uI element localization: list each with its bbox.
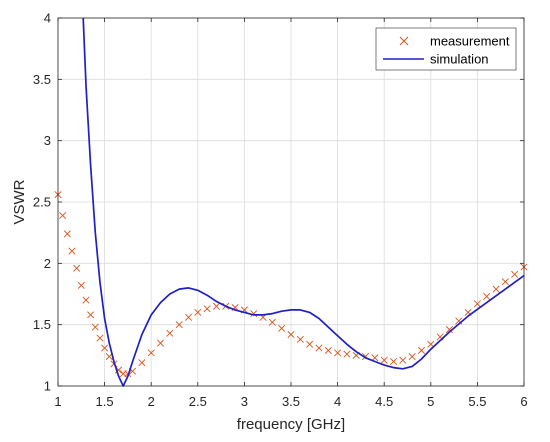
measurement-point (184, 313, 192, 321)
y-tick-label: 2 (44, 256, 51, 271)
y-axis-label: VSWR (11, 179, 28, 224)
measurement-point (492, 285, 500, 293)
simulation-series (82, 17, 525, 387)
x-tick-label: 1.5 (96, 394, 114, 409)
legend: measurement simulation (375, 27, 517, 71)
measurement-point (324, 346, 332, 354)
measurement-point (87, 311, 95, 319)
x-tick-labels: 1 1.5 2 2.5 3 3.5 4 4.5 5 5.5 6 (54, 394, 527, 409)
measurement-point (157, 339, 165, 347)
measurement-point (343, 350, 351, 358)
x-tick-label: 4.5 (375, 394, 393, 409)
y-tick-label: 1 (44, 379, 51, 394)
x-tick-label: 2 (148, 394, 155, 409)
measurement-point (287, 330, 295, 338)
measurement-point (278, 324, 286, 332)
legend-marker-measurement (399, 36, 409, 46)
x-tick-label: 5.5 (468, 394, 486, 409)
measurement-point (96, 334, 104, 342)
measurement-point (296, 335, 304, 343)
measurement-point (399, 356, 407, 364)
x-tick-label: 4 (334, 394, 341, 409)
y-tick-label: 4 (44, 11, 51, 26)
measurement-point (334, 349, 342, 357)
x-tick-label: 6 (520, 394, 527, 409)
measurement-point (417, 346, 425, 354)
measurement-point (445, 326, 453, 334)
measurement-point (268, 318, 276, 326)
measurement-point (59, 211, 67, 220)
measurement-point (166, 329, 174, 337)
measurement-point (212, 302, 220, 310)
x-axis-label: frequency [GHz] (237, 416, 345, 433)
measurement-point (483, 292, 491, 300)
measurement-point (73, 264, 81, 272)
x-tick-label: 5 (427, 394, 434, 409)
legend-label-measurement: measurement (430, 34, 510, 49)
y-tick-label: 1.5 (33, 317, 51, 332)
measurement-point (473, 300, 481, 308)
measurement-point (138, 359, 146, 367)
legend-label-simulation: simulation (430, 52, 489, 67)
measurement-point (501, 278, 509, 286)
measurement-point (408, 353, 416, 361)
x-tick-label: 2.5 (189, 394, 207, 409)
measurement-point (63, 230, 71, 238)
x-tick-label: 1 (54, 394, 61, 409)
measurement-point (250, 310, 258, 318)
measurement-point (91, 323, 99, 331)
measurement-point (194, 308, 202, 316)
y-tick-label: 3.5 (33, 72, 51, 87)
measurement-point (511, 270, 519, 278)
x-tick-label: 3 (241, 394, 248, 409)
measurement-point (77, 281, 85, 289)
measurement-point (306, 340, 314, 348)
measurement-point (390, 357, 398, 365)
y-tick-labels: 1 1.5 2 2.5 3 3.5 4 (33, 11, 51, 394)
measurement-point (175, 321, 183, 329)
measurement-point (380, 356, 388, 364)
measurement-point (82, 296, 90, 304)
measurement-point (147, 349, 155, 357)
y-tick-label: 3 (44, 133, 51, 148)
measurement-point (68, 247, 76, 255)
measurement-point (203, 305, 211, 313)
measurement-point (315, 344, 323, 352)
axis-ticks (57, 17, 525, 387)
legend-box (375, 27, 517, 71)
simulation-line (82, 17, 525, 387)
measurement-point (101, 344, 109, 352)
x-tick-label: 3.5 (282, 394, 300, 409)
y-tick-label: 2.5 (33, 195, 51, 210)
